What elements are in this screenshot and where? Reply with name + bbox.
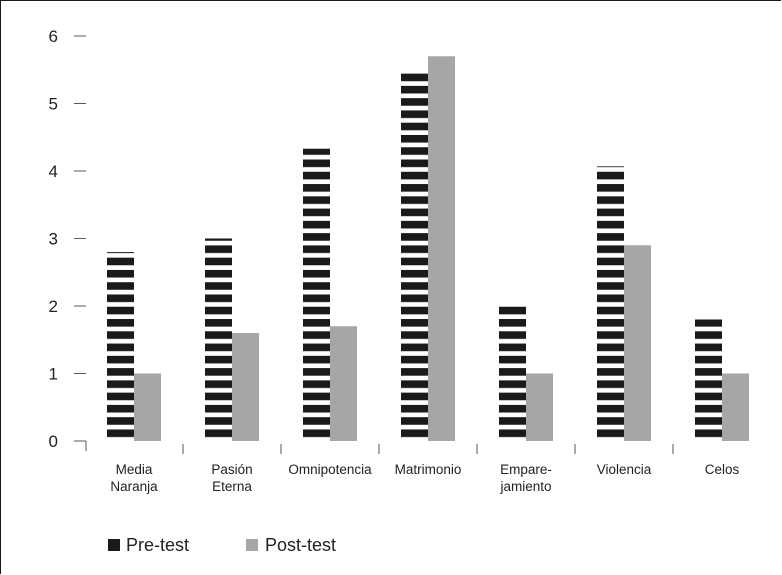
bar-pre-test [597,166,624,441]
y-tick-label: 2 [49,297,58,316]
x-category-label: Pasión [211,462,252,477]
legend-swatch-pre-test [108,539,120,551]
bar-pre-test [401,70,428,441]
x-category-label: Eterna [212,479,252,494]
legend-swatch-post-test [246,539,258,551]
bar-pre-test [205,239,232,442]
bar-post-test [330,326,357,441]
y-tick-label: 3 [49,230,58,249]
x-category-label: Celos [705,462,740,477]
bar-pre-test [107,252,134,441]
bar-post-test [134,374,161,442]
bars [107,56,749,441]
bar-post-test [722,374,749,442]
y-tick-label: 4 [49,162,58,181]
x-category-label: jamiento [499,479,551,494]
x-category-label: Omnipotencia [288,462,372,477]
y-tick-label: 0 [49,432,58,451]
x-category-label: Violencia [597,462,652,477]
bar-pre-test [499,306,526,441]
x-category-label: Naranja [110,479,158,494]
category-labels: Media Naranja Pasión Eterna Omnipotencia Matr… [110,462,739,494]
legend-label: Pre-test [126,535,189,555]
legend-label: Post-test [265,535,336,555]
bar-post-test [526,374,553,442]
bar-post-test [624,245,651,441]
x-category-label: Empare- [500,462,552,477]
y-tick-label: 5 [49,95,58,114]
bar-post-test [428,56,455,441]
x-category-label: Matrimonio [395,462,462,477]
bar-pre-test [695,320,722,442]
bar-pre-test [303,149,330,441]
legend: Pre-test Post-test [108,535,336,555]
bar-post-test [232,333,259,441]
y-tick-label: 6 [49,27,58,46]
x-category-label: Media [116,462,153,477]
y-tick-label: 1 [49,365,58,384]
